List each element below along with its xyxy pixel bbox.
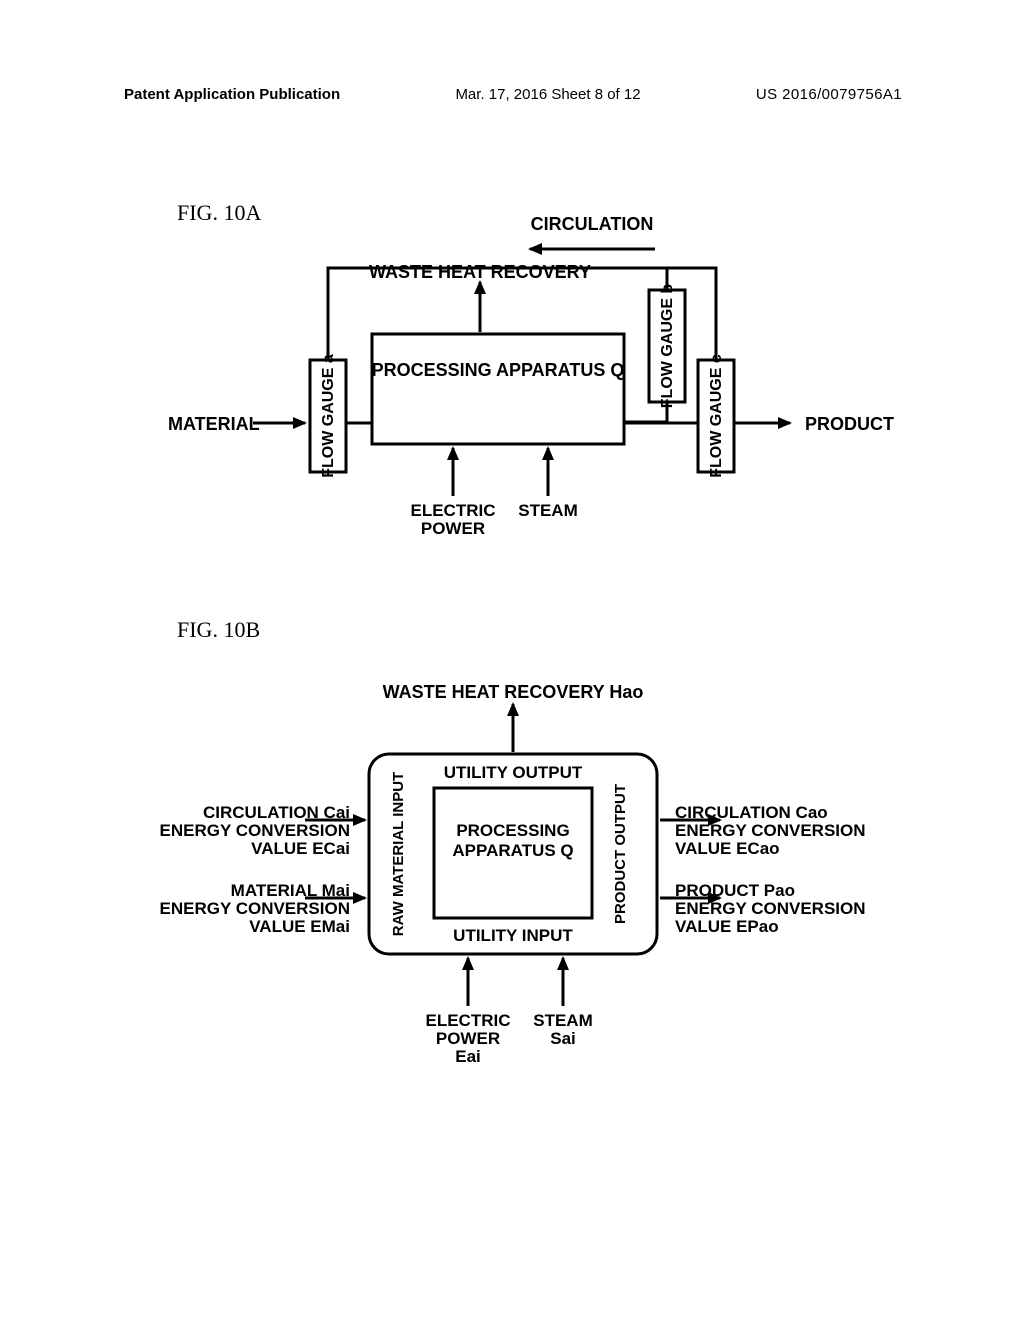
- eai-label: Eai: [455, 1047, 481, 1066]
- raw-material-label: RAW MATERIAL INPUT: [390, 772, 407, 936]
- electric-label-b: ELECTRIC: [426, 1011, 511, 1030]
- steam-label: STEAM: [518, 501, 578, 520]
- gauge-a-label: FLOW GAUGE a: [320, 354, 337, 478]
- power-label: POWER: [421, 519, 485, 538]
- apparatus-label: PROCESSING APPARATUS Q: [372, 360, 625, 380]
- gauge-c-label: FLOW GAUGE c: [708, 354, 725, 478]
- power-label-b: POWER: [436, 1029, 500, 1048]
- steam-label-b: STEAM: [533, 1011, 593, 1030]
- electric-label: ELECTRIC: [411, 501, 496, 520]
- emai1-label: ENERGY CONVERSION: [159, 899, 350, 918]
- circ-cao-label: CIRCULATION Cao: [675, 803, 828, 822]
- utility-input-label: UTILITY INPUT: [453, 926, 573, 945]
- fig-10b-diagram: WASTE HEAT RECOVERY Hao UTILITY OUTPUT P…: [150, 660, 910, 1100]
- epao1-label: ENERGY CONVERSION: [675, 899, 866, 918]
- waste-heat-label: WASTE HEAT RECOVERY: [369, 262, 591, 282]
- material-label: MATERIAL: [168, 414, 260, 434]
- mat-mai-label: MATERIAL Mai: [231, 881, 350, 900]
- header-right: US 2016/0079756A1: [756, 86, 902, 103]
- apparatus-label-b2: APPARATUS Q: [452, 841, 573, 860]
- ecai1-label: ENERGY CONVERSION: [159, 821, 350, 840]
- product-label: PRODUCT: [805, 414, 894, 434]
- ecai2-label: VALUE ECai: [251, 839, 350, 858]
- fig-10a-diagram: CIRCULATION WASTE HEAT RECOVERY PROCESSI…: [150, 208, 910, 548]
- page-header: Patent Application Publication Mar. 17, …: [124, 86, 902, 103]
- emai2-label: VALUE EMai: [249, 917, 350, 936]
- header-middle: Mar. 17, 2016 Sheet 8 of 12: [455, 86, 640, 103]
- apparatus-box: [372, 334, 624, 444]
- sai-label: Sai: [550, 1029, 576, 1048]
- epao2-label: VALUE EPao: [675, 917, 779, 936]
- fig-10b-label: FIG. 10B: [177, 617, 260, 643]
- waste-heat-label-b: WASTE HEAT RECOVERY Hao: [383, 682, 644, 702]
- product-output-label: PRODUCT OUTPUT: [612, 784, 629, 924]
- prod-pao-label: PRODUCT Pao: [675, 881, 795, 900]
- apparatus-label-b1: PROCESSING: [456, 821, 569, 840]
- circulation-label: CIRCULATION: [531, 214, 654, 234]
- circ-cai-label: CIRCULATION Cai: [203, 803, 350, 822]
- ecao1-label: ENERGY CONVERSION: [675, 821, 866, 840]
- ecao2-label: VALUE ECao: [675, 839, 780, 858]
- gauge-b-label: FLOW GAUGE b: [659, 284, 676, 409]
- utility-output-label: UTILITY OUTPUT: [444, 763, 583, 782]
- header-left: Patent Application Publication: [124, 86, 340, 103]
